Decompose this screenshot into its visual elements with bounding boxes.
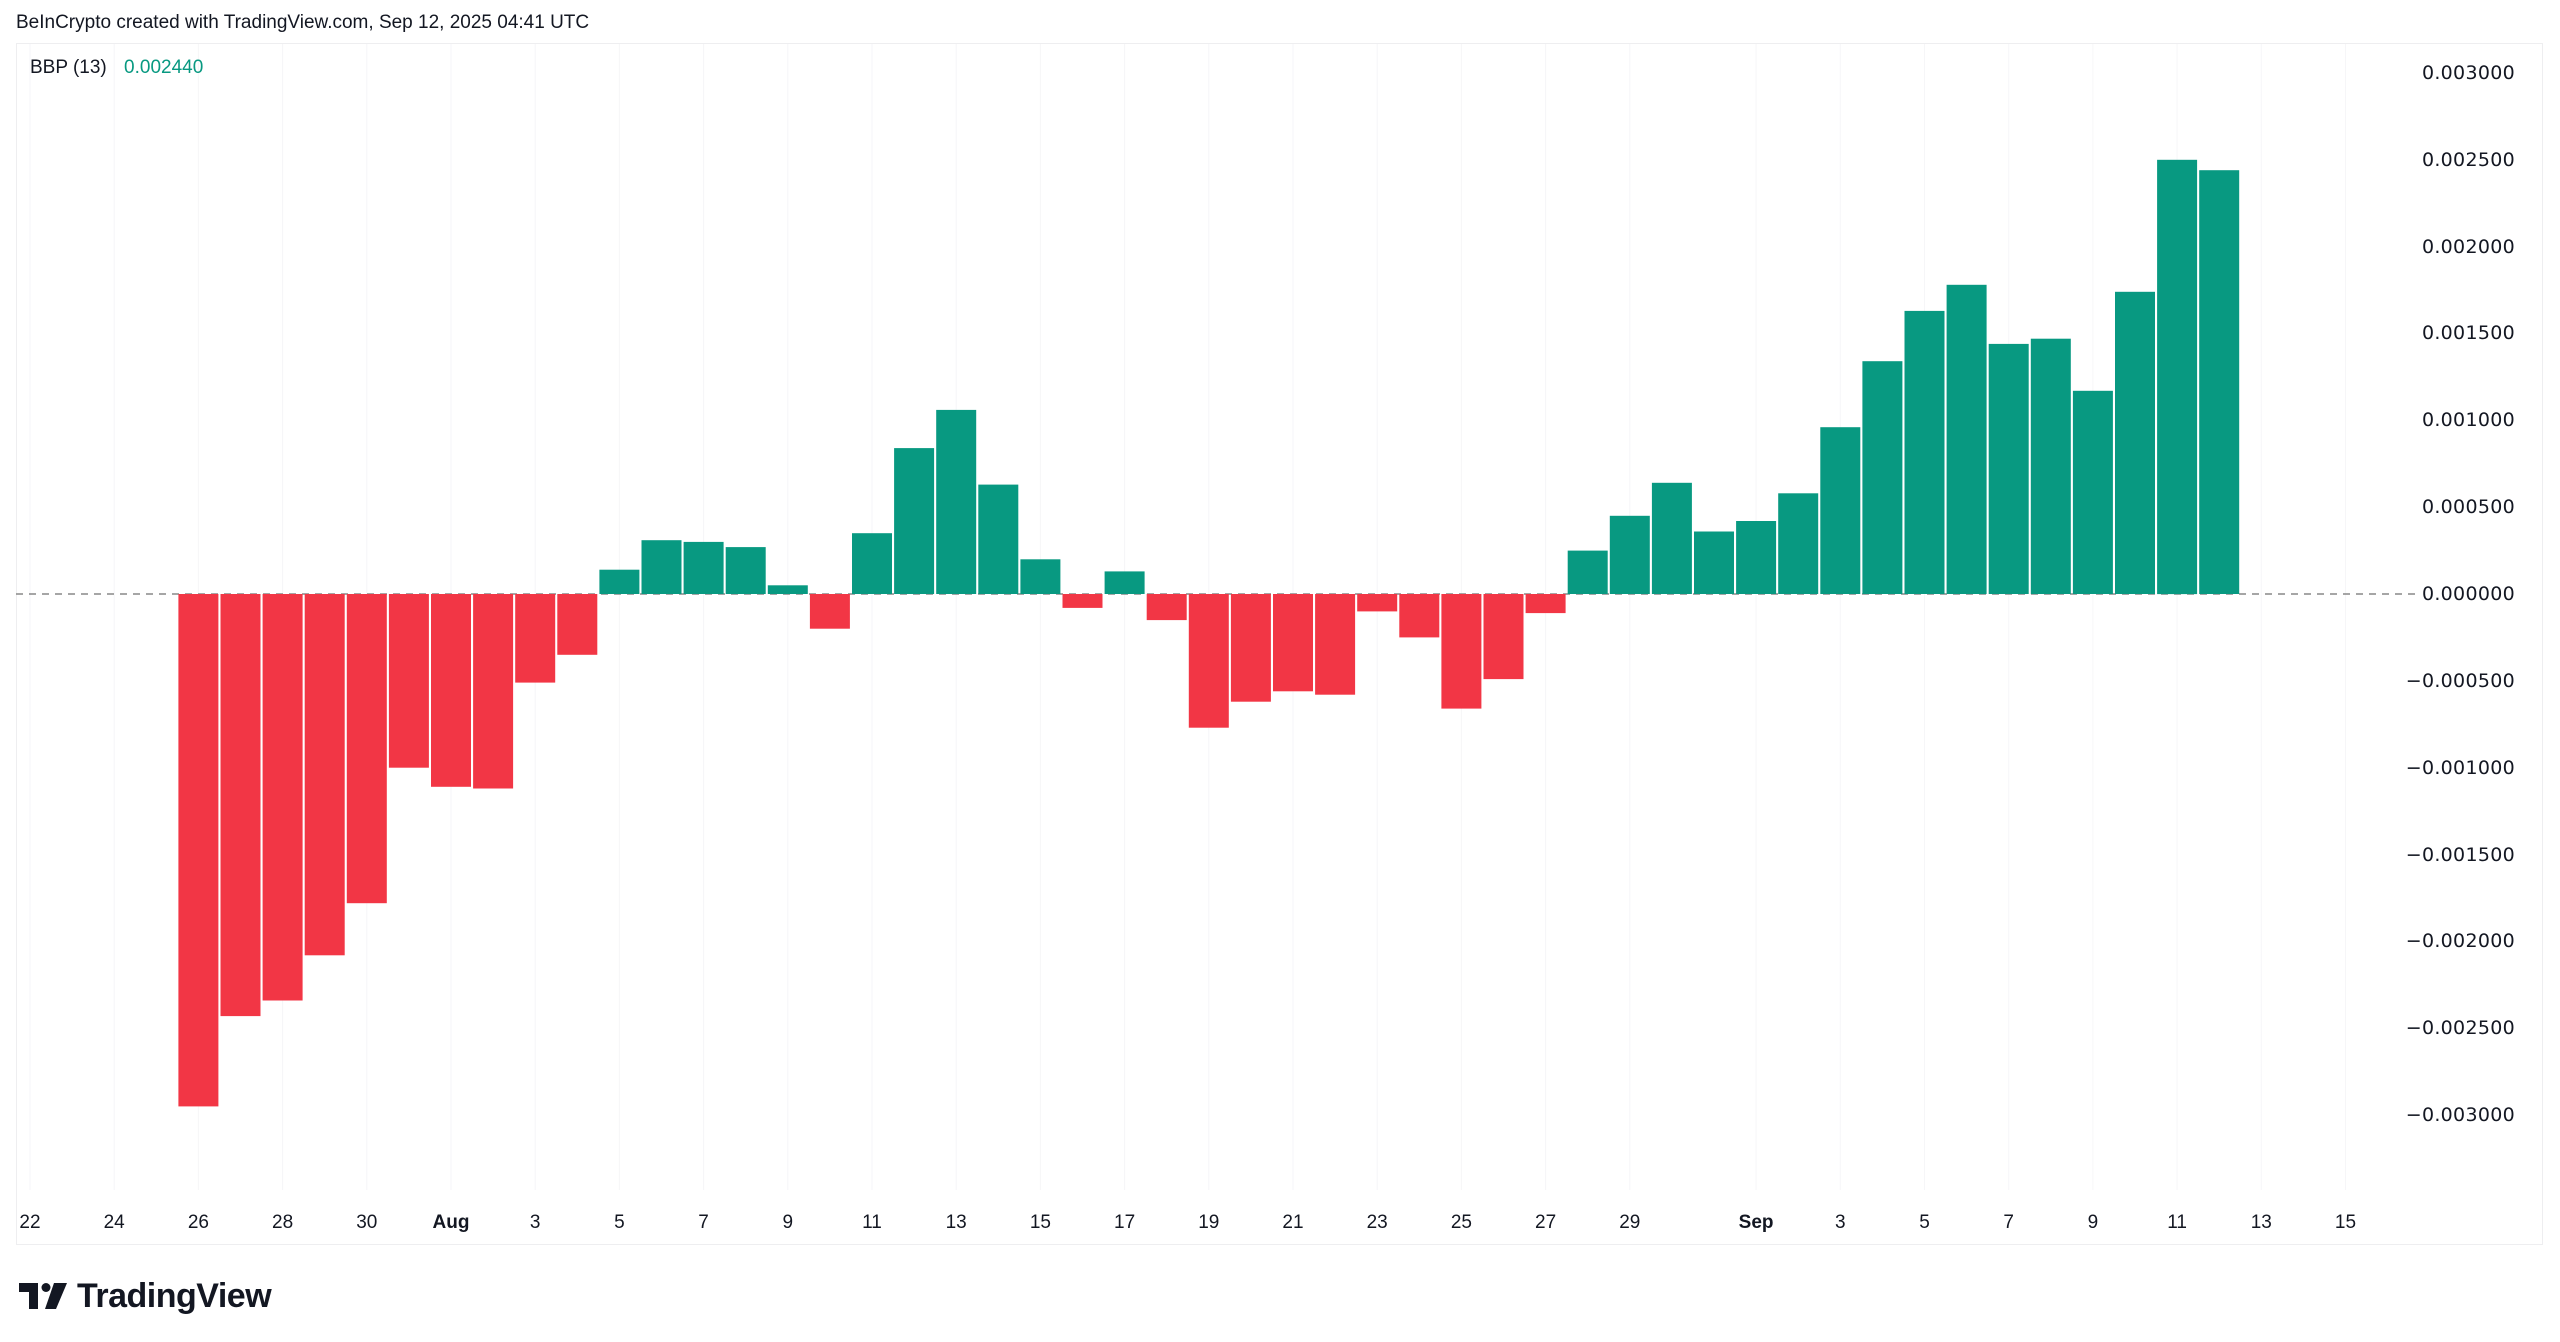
x-axis-tick-label: 29 [1619,1212,1641,1233]
histogram-bar [1441,594,1482,709]
x-axis-tick-label: 13 [2250,1212,2272,1233]
histogram-bar [262,594,303,1001]
histogram-bars [178,159,2240,1107]
histogram-bar [346,594,387,904]
histogram-bar [1315,594,1356,695]
x-axis-tick-label: 27 [1535,1212,1557,1233]
histogram-bar [1862,361,1903,594]
x-axis-tick-label: 22 [19,1212,41,1233]
histogram-bar [894,448,935,594]
y-axis-tick-label: 0.003000 [2421,61,2515,84]
x-axis-tick-label: Sep [1738,1212,1774,1233]
x-axis-tick-label: 26 [187,1212,209,1233]
histogram-bar [1567,550,1608,594]
histogram-bar [809,594,850,629]
histogram-bar [683,541,724,594]
histogram-bar [2157,159,2198,595]
x-axis-tick-label: 30 [356,1212,378,1233]
histogram-bar [1357,594,1398,612]
histogram-bar [1273,594,1313,692]
histogram-bar [641,540,682,594]
histogram-bar [557,594,598,655]
chart-attribution: BeInCrypto created with TradingView.com,… [16,12,590,33]
histogram-bar [1946,284,1987,594]
histogram-bar [1146,594,1187,621]
histogram-bar [1020,559,1061,594]
histogram-bar [936,409,977,594]
y-axis-tick-label: 0.001500 [2421,322,2515,345]
x-axis-tick-label: 28 [272,1212,294,1233]
histogram-bar [1651,482,1692,594]
indicator-value: 0.002440 [124,57,204,78]
x-axis-tick-label: 19 [1198,1212,1220,1233]
histogram-bar [1988,343,2029,594]
x-axis-tick-label: 5 [1919,1212,1930,1233]
x-axis-tick-label: 24 [103,1212,125,1233]
tradingview-logo[interactable]: TradingView [19,1276,272,1316]
histogram-bar [725,547,766,594]
x-axis-tick-label: 7 [2003,1212,2014,1233]
histogram-bar [1483,594,1524,680]
histogram-bar [1736,521,1777,594]
histogram-bar [1230,594,1271,702]
y-axis-tick-label: −0.001500 [2405,843,2515,866]
indicator-legend[interactable]: BBP (13) 0.002440 [30,57,203,79]
histogram-bar [220,594,261,1017]
x-axis-tick-label: 11 [2167,1212,2187,1233]
x-axis-tick-label: 15 [2334,1212,2357,1233]
histogram-bar [304,594,345,956]
y-axis-tick-label: 0.000500 [2421,496,2515,519]
histogram-bar [852,533,892,594]
y-axis-tick-label: 0.001000 [2421,409,2515,432]
histogram-bar [388,594,429,768]
x-axis-tick-label: 9 [782,1212,794,1233]
tradingview-logo-icon [19,1283,67,1309]
histogram-bar [1904,310,1945,594]
x-axis-tick-label: 3 [529,1212,541,1233]
indicator-name: BBP (13) [30,57,107,78]
y-axis-tick-label: 0.002000 [2421,235,2515,258]
histogram-bar [1525,594,1566,614]
y-axis-tick-label: 0.000000 [2421,583,2515,605]
x-axis-tick-label: 15 [1029,1212,1051,1233]
x-axis-tick-label: 7 [698,1212,709,1233]
tradingview-logo-text: TradingView [77,1276,272,1315]
y-axis-tick-label: −0.000500 [2405,669,2515,692]
y-axis-tick-label: −0.003000 [2405,1104,2515,1127]
histogram-bar [2115,291,2155,594]
histogram-bar [1188,594,1229,728]
x-axis-tick-label: 5 [614,1212,625,1233]
histogram-bar [178,594,219,1107]
y-axis-tick-label: −0.001000 [2405,756,2515,779]
histogram-bar [515,594,556,683]
histogram-bar [1399,594,1440,638]
histogram-bar [2030,338,2071,594]
histogram-bar [431,594,471,787]
histogram-bar [1104,571,1145,594]
histogram-bar [599,569,640,594]
x-axis-tick-label: 9 [2087,1212,2099,1233]
histogram-bar [1694,531,1734,594]
x-axis-tick-label: 23 [1366,1212,1388,1233]
y-axis-tick-label: −0.002000 [2405,930,2515,953]
x-axis-tick-label: 21 [1282,1212,1304,1233]
histogram-bar [1062,594,1103,608]
histogram-bar [2072,390,2113,594]
histogram-bar [1778,493,1819,594]
x-axis-tick-label: 25 [1450,1212,1472,1233]
x-axis-tick-label: 13 [945,1212,967,1233]
x-axis-tick-label: Aug [432,1212,470,1233]
histogram-bar [1820,427,1861,594]
x-axis-tick-label: 17 [1114,1212,1136,1233]
y-axis-tick-label: −0.002500 [2405,1017,2515,1040]
y-axis-tick-label: 0.002500 [2421,148,2515,171]
histogram-bar [1609,515,1650,594]
x-axis-tick-label: 11 [862,1212,882,1233]
histogram-bar [473,594,514,789]
histogram-bar [978,484,1019,594]
histogram-bar [2199,170,2240,594]
histogram-bar [767,585,808,594]
x-axis-tick-label: 3 [1835,1212,1846,1233]
